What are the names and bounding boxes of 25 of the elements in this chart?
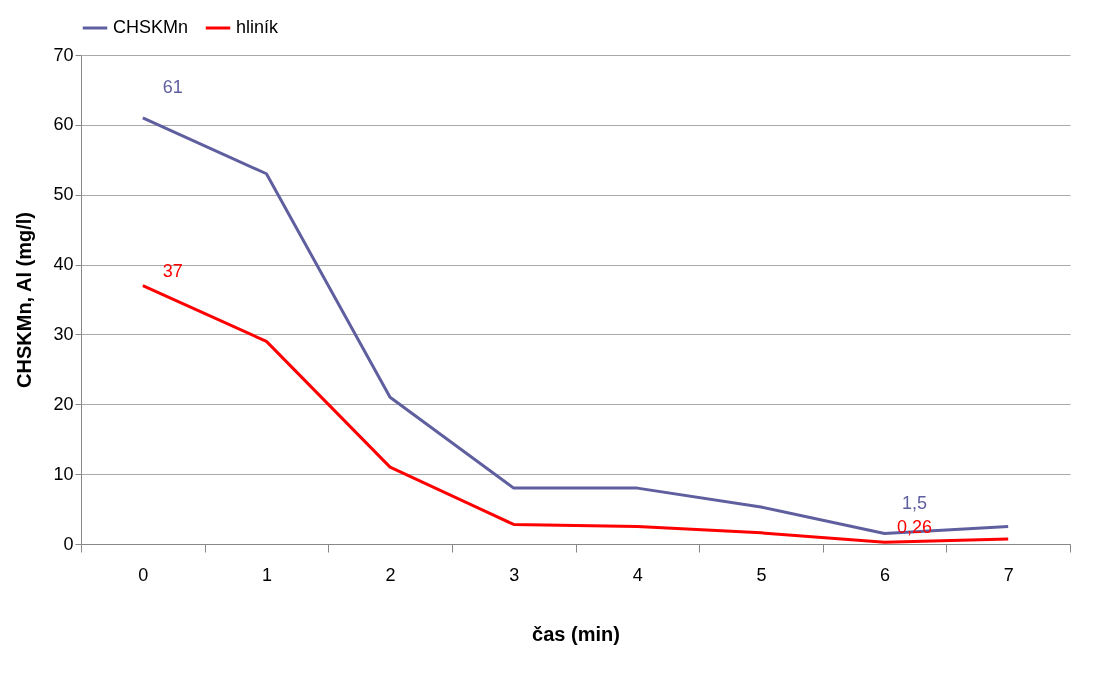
y-axis-title: CHSKMn, Al (mg/l) bbox=[13, 212, 36, 388]
y-tick-label: 30 bbox=[53, 323, 74, 344]
y-tick-label: 70 bbox=[53, 44, 74, 65]
legend-label: CHSKMn bbox=[113, 17, 189, 37]
x-tick-label: 3 bbox=[509, 564, 520, 585]
x-tick-label: 5 bbox=[756, 564, 767, 585]
y-tick-label: 60 bbox=[53, 114, 74, 135]
x-tick-label: 6 bbox=[880, 564, 891, 585]
x-tick-label: 7 bbox=[1003, 564, 1014, 585]
x-tick-label: 0 bbox=[138, 564, 149, 585]
data-label: 61 bbox=[162, 76, 183, 97]
y-tick-label: 40 bbox=[53, 254, 74, 275]
data-label: 37 bbox=[162, 260, 183, 281]
y-tick-label: 10 bbox=[53, 463, 74, 484]
y-tick-label: 50 bbox=[53, 184, 74, 205]
x-tick-label: 2 bbox=[385, 564, 396, 585]
x-tick-label: 4 bbox=[632, 564, 643, 585]
y-tick-label: 20 bbox=[53, 393, 74, 414]
line-series bbox=[141, 116, 1010, 536]
legend-label: hliník bbox=[236, 17, 280, 37]
x-axis-title: čas (min) bbox=[532, 622, 620, 645]
x-tick-label: 1 bbox=[261, 564, 272, 585]
data-label: 1,5 bbox=[902, 492, 928, 513]
line-series bbox=[141, 284, 1010, 544]
y-tick-label: 0 bbox=[63, 533, 74, 554]
